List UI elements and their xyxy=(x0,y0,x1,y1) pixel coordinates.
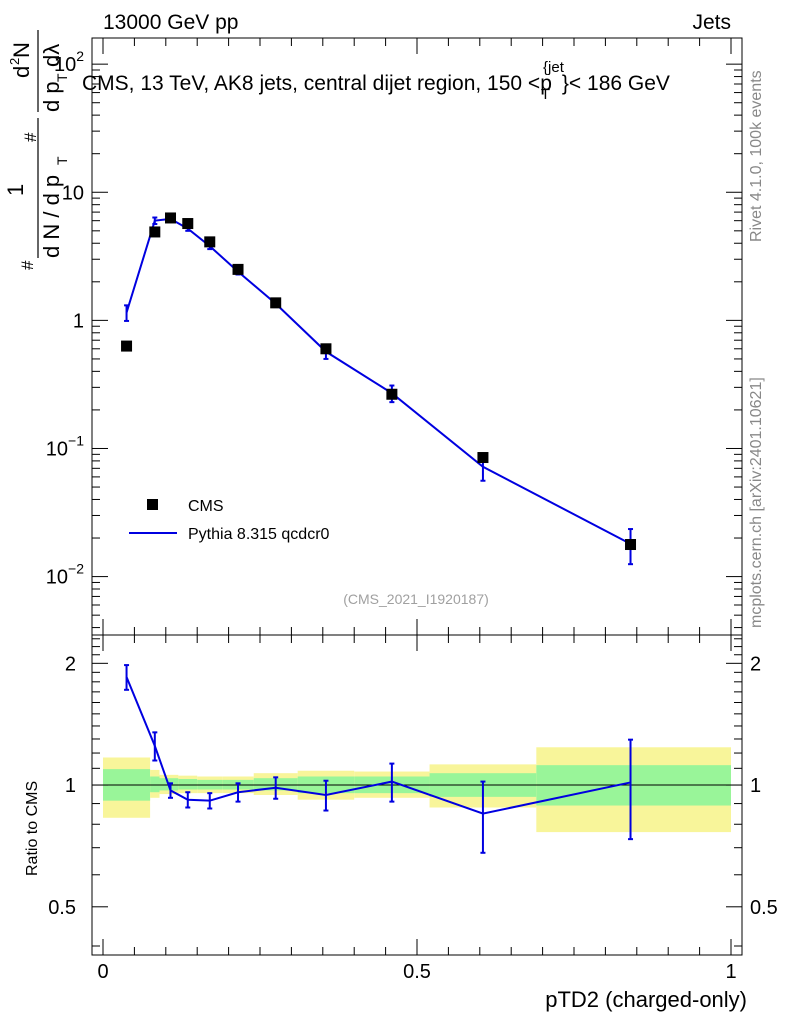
cms-point-3 xyxy=(182,218,194,230)
y-label-hash-bottom: # xyxy=(21,132,40,142)
cms-point-10 xyxy=(625,539,637,551)
main-tick-label-3: 10−1 xyxy=(46,432,84,460)
header-left: 13000 GeV pp xyxy=(103,11,238,34)
cms-point-4 xyxy=(204,236,216,248)
cms-point-5 xyxy=(232,263,244,275)
plot-title-sup: {jet xyxy=(543,59,565,76)
legend-cms-marker xyxy=(147,499,158,510)
ratio-tick-label-right-2: 0.5 xyxy=(750,897,778,919)
cms-point-6 xyxy=(270,297,282,309)
cms-point-1 xyxy=(149,226,161,238)
cms-point-9 xyxy=(477,452,489,464)
legend-pythia-label: Pythia 8.315 qcdcr0 xyxy=(188,526,330,543)
ratio-y-axis-label: Ratio to CMS xyxy=(24,781,41,876)
x-tick-label-0: 0 xyxy=(97,961,108,983)
x-tick-label-1: 0.5 xyxy=(403,961,431,983)
pythia-ratio-series xyxy=(124,664,634,854)
plot-title-sub: T xyxy=(541,86,550,103)
x-axis-label: pTD2 (charged-only) xyxy=(545,987,747,1012)
x-tick-label-2: 1 xyxy=(725,961,736,983)
main-plot-frame xyxy=(91,37,743,636)
main-tick-base: 1 xyxy=(73,310,84,332)
y-label-dN: d N / d p xyxy=(39,175,64,258)
legend-cms-label: CMS xyxy=(188,498,224,515)
main-tick-base: 10 xyxy=(46,438,68,460)
rivet-version-label: Rivet 4.1.0, 100k events xyxy=(748,70,765,242)
analysis-id: (CMS_2021_I1920187) xyxy=(343,591,489,607)
main-tick-exp: 2 xyxy=(76,48,84,64)
main-tick-base: 10 xyxy=(62,182,84,204)
cms-point-2 xyxy=(165,212,177,224)
y-label-dlambda: dλ xyxy=(39,44,64,67)
cms-point-7 xyxy=(320,343,332,355)
y-label-dpT: d p xyxy=(39,81,64,112)
plot-title-main: CMS, 13 TeV, AK8 jets, central dijet reg… xyxy=(82,72,552,95)
y-label-two: 2 xyxy=(7,58,22,65)
y-label-hash-top: # xyxy=(18,260,37,270)
main-tick-label-1: 10 xyxy=(62,182,84,204)
cms-data-series xyxy=(121,212,637,551)
cms-point-0 xyxy=(121,340,133,352)
ratio-tick-label-left-2: 0.5 xyxy=(48,897,76,919)
main-tick-base: 10 xyxy=(46,567,68,589)
plot-title: CMS, 13 TeV, AK8 jets, central dijet reg… xyxy=(82,59,670,103)
ratio-tick-label-left-0: 2 xyxy=(65,653,76,675)
cms-point-8 xyxy=(386,388,398,400)
main-tick-exp: −1 xyxy=(68,432,84,448)
ratio-tick-label-right-1: 1 xyxy=(750,775,761,797)
main-tick-label-2: 1 xyxy=(73,310,84,332)
mcplots-label: mcplots.cern.ch [arXiv:2401.10621] xyxy=(748,377,765,628)
y-label-N: N xyxy=(9,42,34,58)
main-tick-exp: −2 xyxy=(68,561,84,577)
ratio-tick-label-left-1: 1 xyxy=(65,775,76,797)
y-label-T1: T xyxy=(54,156,70,165)
header-right: Jets xyxy=(692,11,731,34)
pythia-main-line xyxy=(125,217,631,545)
x-axis-ticks: 0 0.5 1 xyxy=(97,38,737,983)
main-tick-label-0: 102 xyxy=(54,48,84,76)
y-label-one: 1 xyxy=(3,184,28,196)
main-tick-base: 10 xyxy=(54,54,76,76)
y-label-T2: T xyxy=(54,73,70,82)
plot-title-tail: }< 186 GeV xyxy=(562,72,670,95)
green-band-3 xyxy=(178,779,198,790)
main-y-axis-label: # 1 d N / d p T # d 2 N d p T dλ xyxy=(3,30,70,270)
legend: CMS Pythia 8.315 qcdcr0 xyxy=(129,498,330,543)
main-tick-label-4: 10−2 xyxy=(46,561,84,589)
ratio-tick-label-right-0: 2 xyxy=(750,653,761,675)
green-band-1 xyxy=(150,776,160,793)
y-label-d2: d xyxy=(9,66,34,78)
